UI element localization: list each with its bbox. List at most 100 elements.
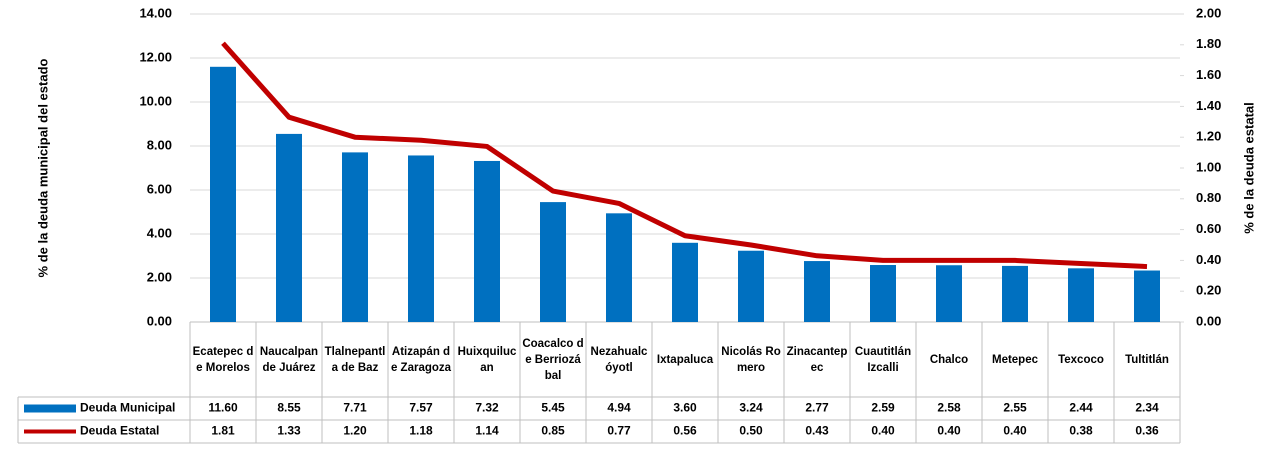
table-value: 7.57 bbox=[409, 401, 433, 415]
y-tick-label: 6.00 bbox=[147, 181, 172, 196]
category-cell: Metepec bbox=[991, 353, 1039, 366]
x-tick-label: Zinacantepec bbox=[786, 345, 848, 374]
legend-symbol bbox=[24, 404, 76, 413]
bar bbox=[210, 66, 236, 322]
table-value: 1.14 bbox=[475, 424, 499, 438]
x-tick-label: Huixquilucan bbox=[457, 345, 517, 374]
table-value: 0.40 bbox=[871, 424, 895, 438]
bar bbox=[276, 133, 302, 322]
bar bbox=[804, 261, 830, 322]
x-tick-label: Ecatepec de Morelos bbox=[192, 345, 254, 374]
y-tick-label: 12.00 bbox=[139, 49, 172, 64]
legend-label: Deuda Municipal bbox=[80, 401, 175, 415]
table-value: 8.55 bbox=[277, 401, 301, 415]
x-tick-label: Texcoco bbox=[1058, 353, 1104, 366]
bar bbox=[936, 265, 962, 322]
bar bbox=[1134, 270, 1160, 322]
table-value: 7.71 bbox=[343, 401, 367, 415]
bar bbox=[408, 155, 434, 322]
y2-tick-label: 0.40 bbox=[1196, 252, 1221, 267]
category-cell: Tlalnepantla de Baz bbox=[324, 345, 386, 374]
table-value: 5.45 bbox=[541, 401, 565, 415]
table-value: 0.40 bbox=[937, 424, 961, 438]
table-value: 2.59 bbox=[871, 401, 895, 415]
category-cell: Nicolás Romero bbox=[721, 346, 780, 374]
bar bbox=[1002, 265, 1028, 322]
y2-tick-label: 0.80 bbox=[1196, 190, 1221, 205]
category-cell: Zinacantepec bbox=[786, 345, 848, 374]
table-value: 1.33 bbox=[277, 424, 301, 438]
x-tick-label: Ixtapaluca bbox=[656, 353, 714, 366]
y2-tick-label: 0.60 bbox=[1196, 221, 1221, 236]
category-cell: Atizapán de Zaragoza bbox=[390, 345, 452, 374]
table-value: 0.43 bbox=[805, 424, 829, 438]
x-tick-label: Cuautitlán Izcalli bbox=[854, 345, 912, 374]
table-value: 0.36 bbox=[1135, 424, 1159, 438]
bar bbox=[672, 242, 698, 322]
category-cell: Ecatepec de Morelos bbox=[192, 345, 254, 374]
y2-tick-label: 1.60 bbox=[1196, 67, 1221, 82]
x-tick-label: Naucalpan de Juárez bbox=[259, 345, 319, 374]
y-tick-label: 8.00 bbox=[147, 137, 172, 152]
x-tick-label: Tlalnepantla de Baz bbox=[324, 345, 386, 374]
category-cell: Texcoco bbox=[1058, 353, 1104, 366]
table-value: 0.38 bbox=[1069, 424, 1093, 438]
table-value: 0.85 bbox=[541, 424, 565, 438]
y2-tick-label: 0.20 bbox=[1196, 283, 1221, 298]
table-value: 1.20 bbox=[343, 424, 367, 438]
legend-label: Deuda Estatal bbox=[80, 424, 159, 438]
table-value: 0.56 bbox=[673, 424, 697, 438]
bar bbox=[738, 250, 764, 322]
bar bbox=[1068, 268, 1094, 322]
category-cell: Tultitlán bbox=[1125, 353, 1169, 366]
table-value: 2.44 bbox=[1069, 401, 1093, 415]
y2-tick-label: 1.40 bbox=[1196, 98, 1221, 113]
y-axis-title: % de la deuda municipal del estado bbox=[35, 59, 50, 278]
bar bbox=[606, 213, 632, 322]
table-value: 1.81 bbox=[211, 424, 235, 438]
bar bbox=[870, 265, 896, 322]
bar bbox=[474, 160, 500, 322]
y-tick-label: 14.00 bbox=[139, 5, 172, 20]
y2-tick-label: 1.80 bbox=[1196, 36, 1221, 51]
x-tick-label: Atizapán de Zaragoza bbox=[390, 345, 452, 374]
category-cell: Ixtapaluca bbox=[656, 353, 714, 366]
category-cell: Coacalco de Berriozábal bbox=[522, 337, 584, 382]
y2-tick-label: 1.20 bbox=[1196, 129, 1221, 144]
table-value: 2.55 bbox=[1003, 401, 1027, 415]
table-value: 1.18 bbox=[409, 424, 433, 438]
x-tick-label: Metepec bbox=[991, 353, 1039, 366]
category-cell: Nezahualcóyotl bbox=[590, 345, 648, 374]
y-tick-label: 0.00 bbox=[147, 313, 172, 328]
x-tick-label: Tultitlán bbox=[1125, 353, 1169, 366]
table-value: 11.60 bbox=[208, 401, 238, 415]
category-cell: Chalco bbox=[929, 353, 969, 366]
y-tick-label: 10.00 bbox=[139, 93, 172, 108]
y2-tick-label: 1.00 bbox=[1196, 159, 1221, 174]
category-cell: Naucalpan de Juárez bbox=[259, 345, 319, 374]
y2-axis-title: % de la deuda estatal bbox=[1241, 102, 1256, 234]
table-value: 0.50 bbox=[739, 424, 763, 438]
table-value: 0.40 bbox=[1003, 424, 1027, 438]
y-tick-label: 2.00 bbox=[147, 269, 172, 284]
y2-tick-label: 2.00 bbox=[1196, 5, 1221, 20]
y-tick-label: 4.00 bbox=[147, 225, 172, 240]
x-tick-label: Coacalco de Berriozábal bbox=[522, 337, 584, 382]
table-value: 7.32 bbox=[475, 401, 499, 415]
category-cell: Huixquilucan bbox=[457, 345, 517, 374]
bar bbox=[342, 152, 368, 322]
table-value: 2.58 bbox=[937, 401, 961, 415]
bar bbox=[540, 202, 566, 322]
x-tick-label: Nezahualcóyotl bbox=[590, 345, 648, 374]
category-cell: Cuautitlán Izcalli bbox=[854, 345, 912, 374]
table-value: 2.77 bbox=[805, 401, 829, 415]
table-value: 2.34 bbox=[1135, 401, 1159, 415]
table-value: 4.94 bbox=[607, 401, 631, 415]
line bbox=[221, 41, 1148, 270]
table-value: 3.24 bbox=[739, 401, 763, 415]
x-tick-label: Chalco bbox=[929, 353, 969, 366]
y2-tick-label: 0.00 bbox=[1196, 313, 1221, 328]
table-value: 3.60 bbox=[673, 401, 697, 415]
